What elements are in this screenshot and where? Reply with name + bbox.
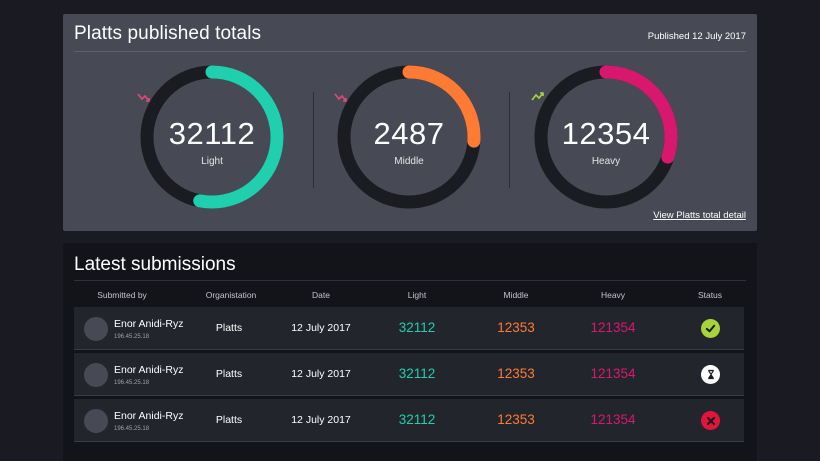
gauge-label: Light — [201, 156, 223, 167]
close-circle-icon[interactable] — [701, 411, 720, 430]
divider — [74, 51, 746, 52]
table-row[interactable]: Enor Anidi-Ryz 196.45.25.18 Platts 12 Ju… — [74, 353, 744, 396]
check-circle-icon[interactable] — [701, 319, 720, 338]
view-detail-link[interactable]: View Platts total detail — [653, 210, 746, 221]
cell-heavy: 121354 — [590, 412, 636, 427]
gauge-label: Heavy — [591, 156, 621, 167]
gauge-arc — [140, 65, 284, 209]
gauge-ring — [140, 65, 284, 209]
header-heavy[interactable]: Heavy — [600, 290, 626, 300]
cell-organisation: Platts — [215, 322, 243, 334]
gauge-arc — [337, 65, 481, 209]
cell-date: 12 July 2017 — [291, 322, 351, 334]
submitter-name: Enor Anidi-Ryz — [114, 318, 184, 330]
cell-light: 32112 — [398, 366, 436, 381]
submitter-ip: 196.45.25.18 — [114, 380, 150, 386]
header-submitted-by[interactable]: Submitted by — [97, 290, 147, 300]
cell-organisation: Platts — [215, 368, 243, 380]
gauge-label: Middle — [394, 156, 424, 167]
avatar — [84, 363, 108, 387]
cell-date: 12 July 2017 — [291, 368, 351, 380]
cell-middle: 12353 — [497, 412, 535, 427]
gauge-divider — [509, 92, 510, 188]
header-light[interactable]: Light — [407, 290, 427, 300]
cell-date: 12 July 2017 — [291, 414, 351, 426]
cell-light: 32112 — [398, 412, 436, 427]
header-date[interactable]: Date — [312, 290, 330, 300]
published-totals-panel: Platts published totals Published 12 Jul… — [63, 14, 757, 231]
gauge-divider — [313, 92, 314, 188]
hourglass-icon[interactable] — [701, 365, 720, 384]
header-organisation[interactable]: Organistation — [205, 290, 257, 300]
header-middle[interactable]: Middle — [503, 290, 529, 300]
gauge-value: 12354 — [561, 116, 651, 151]
panel-title: Latest submissions — [74, 254, 236, 275]
submitter-ip: 196.45.25.18 — [114, 334, 150, 340]
avatar — [84, 317, 108, 341]
cell-heavy: 121354 — [590, 366, 636, 381]
table-row[interactable]: Enor Anidi-Ryz 196.45.25.18 Platts 12 Ju… — [74, 307, 744, 350]
gauge-arc — [534, 65, 678, 209]
cell-organisation: Platts — [215, 414, 243, 426]
panel-title: Platts published totals — [74, 23, 262, 44]
avatar — [84, 409, 108, 433]
gauge-heavy: 12354 Heavy — [531, 62, 681, 212]
submitter-ip: 196.45.25.18 — [114, 426, 150, 432]
gauge-ring — [534, 65, 678, 209]
gauge-light: 32112 Light — [137, 62, 287, 212]
gauge-ring — [337, 65, 481, 209]
published-date: Published 12 July 2017 — [647, 31, 746, 42]
cell-middle: 12353 — [497, 320, 535, 335]
header-status[interactable]: Status — [697, 290, 723, 300]
submissions-panel: Latest submissions Submitted by Organist… — [63, 243, 757, 461]
cell-middle: 12353 — [497, 366, 535, 381]
gauge-middle: 2487 Middle — [334, 62, 484, 212]
cell-heavy: 121354 — [590, 320, 636, 335]
cell-light: 32112 — [398, 320, 436, 335]
submitter-name: Enor Anidi-Ryz — [114, 410, 184, 422]
divider — [74, 280, 746, 281]
submitter-name: Enor Anidi-Ryz — [114, 364, 184, 376]
table-row[interactable]: Enor Anidi-Ryz 196.45.25.18 Platts 12 Ju… — [74, 399, 744, 442]
table-header: Submitted by Organistation Date Light Mi… — [74, 283, 746, 307]
gauge-value: 32112 — [168, 116, 256, 151]
gauge-value: 2487 — [373, 116, 445, 151]
